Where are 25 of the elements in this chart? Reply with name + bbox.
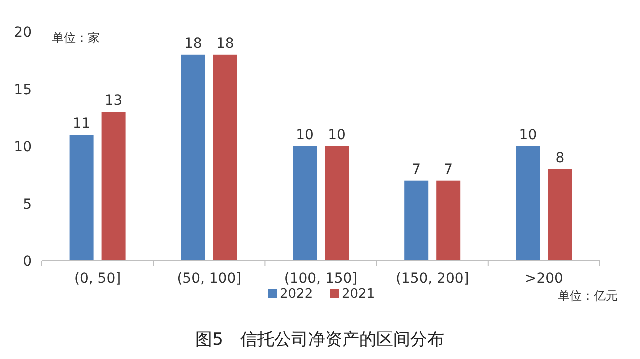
x-tick-label: (100, 150] <box>284 271 358 287</box>
data-label: 11 <box>72 116 91 132</box>
legend-label: 2021 <box>342 287 376 302</box>
y-tick-label: 0 <box>23 254 32 270</box>
data-label: 7 <box>412 162 422 178</box>
data-label: 10 <box>328 128 346 144</box>
data-label: 18 <box>184 36 202 52</box>
data-label: 18 <box>216 36 234 52</box>
data-label: 13 <box>104 93 123 110</box>
annotation: 单位：家 <box>52 31 100 45</box>
y-tick-label: 5 <box>23 196 32 213</box>
data-label: 10 <box>519 128 538 144</box>
x-tick-label: (150, 200] <box>396 271 470 287</box>
legend-label: 2022 <box>280 287 314 302</box>
data-label: 10 <box>296 128 314 144</box>
data-label: 7 <box>444 162 454 178</box>
text: 单位：亿元 <box>558 289 618 303</box>
x-tick-label: (0, 50] <box>74 271 122 287</box>
y-tick-label: 10 <box>14 140 32 156</box>
data-label: 8 <box>556 150 565 166</box>
y-tick-label: 15 <box>14 82 32 98</box>
x-tick-label: >200 <box>524 271 564 287</box>
x-tick-label: (50, 100] <box>177 271 242 287</box>
text: 图5 信托公司净资产的区间分布 <box>196 330 444 350</box>
y-tick-label: 20 <box>14 25 32 41</box>
